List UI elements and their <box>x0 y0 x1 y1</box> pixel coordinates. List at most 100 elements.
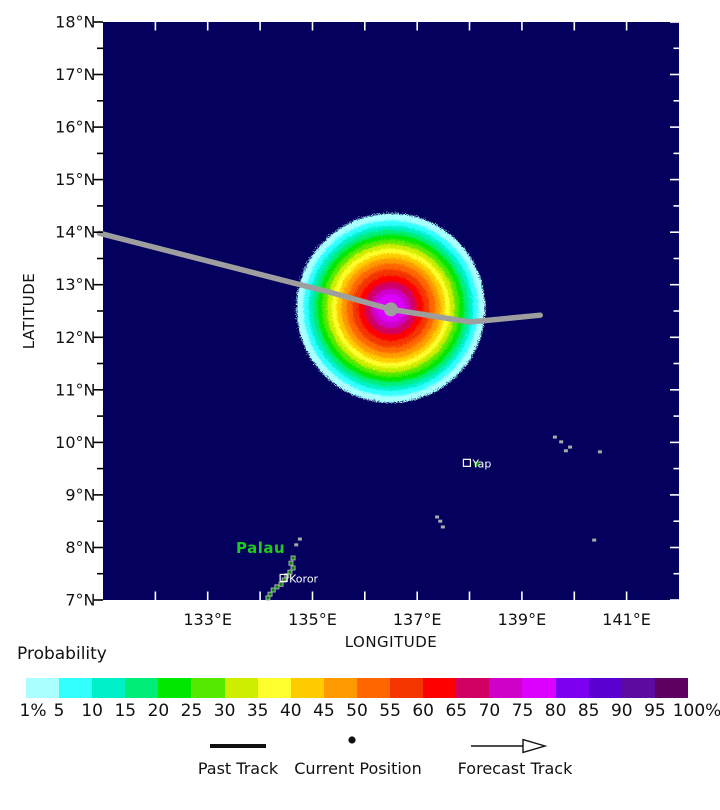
x-tick-label-135: 135°E <box>288 610 337 629</box>
island <box>268 592 272 596</box>
colorbar-segment-17 <box>555 678 589 698</box>
current-position-marker <box>384 302 398 317</box>
city-marker-koror <box>279 573 288 583</box>
island <box>288 570 292 574</box>
colorbar-segment-19 <box>621 678 655 698</box>
map-plot: 7°N 8°N 9°N 10°N 11°N 12°N 13°N 14°N 15°N 16°N 17°… <box>20 13 679 651</box>
islet <box>568 445 573 449</box>
colorbar-tick-label: 95 <box>644 701 666 721</box>
legend-label-past-track: Past Track <box>198 759 279 778</box>
colorbar-tick-label: 20 <box>147 701 170 721</box>
colorbar-segment-15 <box>489 678 523 698</box>
axis-ticks <box>93 21 679 601</box>
colorbar-tick-label: 70 <box>478 701 501 721</box>
colorbar-tick-label: 90 <box>610 701 633 721</box>
colorbar-segment-11 <box>356 678 391 698</box>
colorbar-segment-4 <box>125 678 159 698</box>
colorbar-segment-2 <box>59 678 93 698</box>
country-label-palau: Palau <box>236 539 285 557</box>
y-axis-title: LATITUDE <box>20 273 38 350</box>
colorbar-segment-13 <box>423 678 457 698</box>
colorbar-tick-label: 60 <box>412 701 435 721</box>
current-position-symbol <box>348 736 356 744</box>
colorbar-tick-label: 50 <box>346 701 368 721</box>
colorbar-segment-12 <box>390 678 424 698</box>
island <box>275 585 279 589</box>
colorbar-title: Probability <box>17 644 107 664</box>
legend-label-current-position: Current Position <box>294 759 421 778</box>
island <box>291 556 295 560</box>
probability-contours <box>294 211 483 401</box>
storm-track <box>96 230 543 325</box>
y-tick-label-14: 14°N <box>55 223 95 242</box>
x-tick-label-133: 133°E <box>183 610 232 629</box>
colorbar-tick-label: 30 <box>213 701 236 721</box>
legend-label-forecast-track: Forecast Track <box>458 759 573 778</box>
y-tick-label-16: 16°N <box>55 118 95 137</box>
colorbar-segment-9 <box>290 678 324 698</box>
colorbar-segment-3 <box>92 678 126 698</box>
colorbar-labels: 1% 5 10 15 20 25 30 35 40 45 50 55 60 65 70 75 80 85 90 95 1… <box>0 701 720 723</box>
islet <box>592 538 597 542</box>
island <box>271 588 275 592</box>
y-tick-label-9: 9°N <box>65 485 95 504</box>
colorbar-tick-label: 65 <box>445 701 468 721</box>
y-tick-label-13: 13°N <box>55 275 95 294</box>
y-tick-label-18: 18°N <box>55 13 95 32</box>
colorbar-tick-label: 100% <box>672 701 720 721</box>
colorbar-segment-7 <box>224 678 258 698</box>
colorbar-segment-20 <box>654 678 688 698</box>
colorbar-segment-16 <box>522 678 556 698</box>
y-tick-label-8: 8°N <box>65 538 95 557</box>
islet <box>435 515 440 519</box>
colorbar-tick-label: 1% <box>19 701 47 721</box>
colorbar-tick-label: 45 <box>313 701 335 721</box>
colorbar-segment-10 <box>323 678 357 698</box>
colorbar-tick-label: 85 <box>577 701 600 721</box>
colorbar <box>26 678 688 698</box>
islet <box>440 525 445 529</box>
colorbar-tick-label: 55 <box>379 701 401 721</box>
islet <box>294 543 299 547</box>
axis-tick-labels: 7°N 8°N 9°N 10°N 11°N 12°N 13°N 14°N 15°N 16°N 17°… <box>55 13 651 630</box>
y-tick-label-7: 7°N <box>65 591 95 610</box>
colorbar-tick-label: 25 <box>180 701 203 721</box>
x-axis-title: LONGITUDE <box>345 633 438 651</box>
x-tick-label-141: 141°E <box>602 610 651 629</box>
y-tick-label-12: 12°N <box>55 328 95 347</box>
city-label-koror: Koror <box>289 572 318 585</box>
colorbar-segment-18 <box>588 678 622 698</box>
city-marker-yap <box>462 458 472 467</box>
islet <box>297 537 302 541</box>
y-tick-label-10: 10°N <box>55 433 95 452</box>
place-labels: Palau Koror Yap <box>236 457 491 585</box>
x-tick-label-139: 139°E <box>498 610 547 629</box>
colorbar-tick-label: 15 <box>114 701 137 721</box>
y-tick-label-15: 15°N <box>55 170 95 189</box>
colorbar-segment-1 <box>26 678 60 698</box>
colorbar-segment-8 <box>257 678 291 698</box>
islands <box>265 435 602 601</box>
islet <box>559 440 564 444</box>
island <box>266 596 270 600</box>
x-tick-label-137: 137°E <box>393 610 442 629</box>
island <box>474 461 480 467</box>
islet <box>563 449 568 453</box>
islet <box>438 519 443 523</box>
colorbar-tick-label: 35 <box>246 701 269 721</box>
y-tick-label-17: 17°N <box>55 65 95 84</box>
colorbar-tick-label: 80 <box>544 701 567 721</box>
island <box>289 561 293 565</box>
y-tick-label-11: 11°N <box>55 380 95 399</box>
islet <box>597 450 602 454</box>
islet <box>552 435 557 439</box>
colorbar-tick-label: 10 <box>81 701 104 721</box>
colorbar-segment-14 <box>456 678 490 698</box>
colorbar-tick-label: 75 <box>511 701 534 721</box>
island <box>279 582 283 586</box>
city-label-yap: Yap <box>471 457 491 470</box>
colorbar-tick-label: 40 <box>279 701 302 721</box>
colorbar-segment-5 <box>158 678 192 698</box>
island <box>282 578 286 582</box>
